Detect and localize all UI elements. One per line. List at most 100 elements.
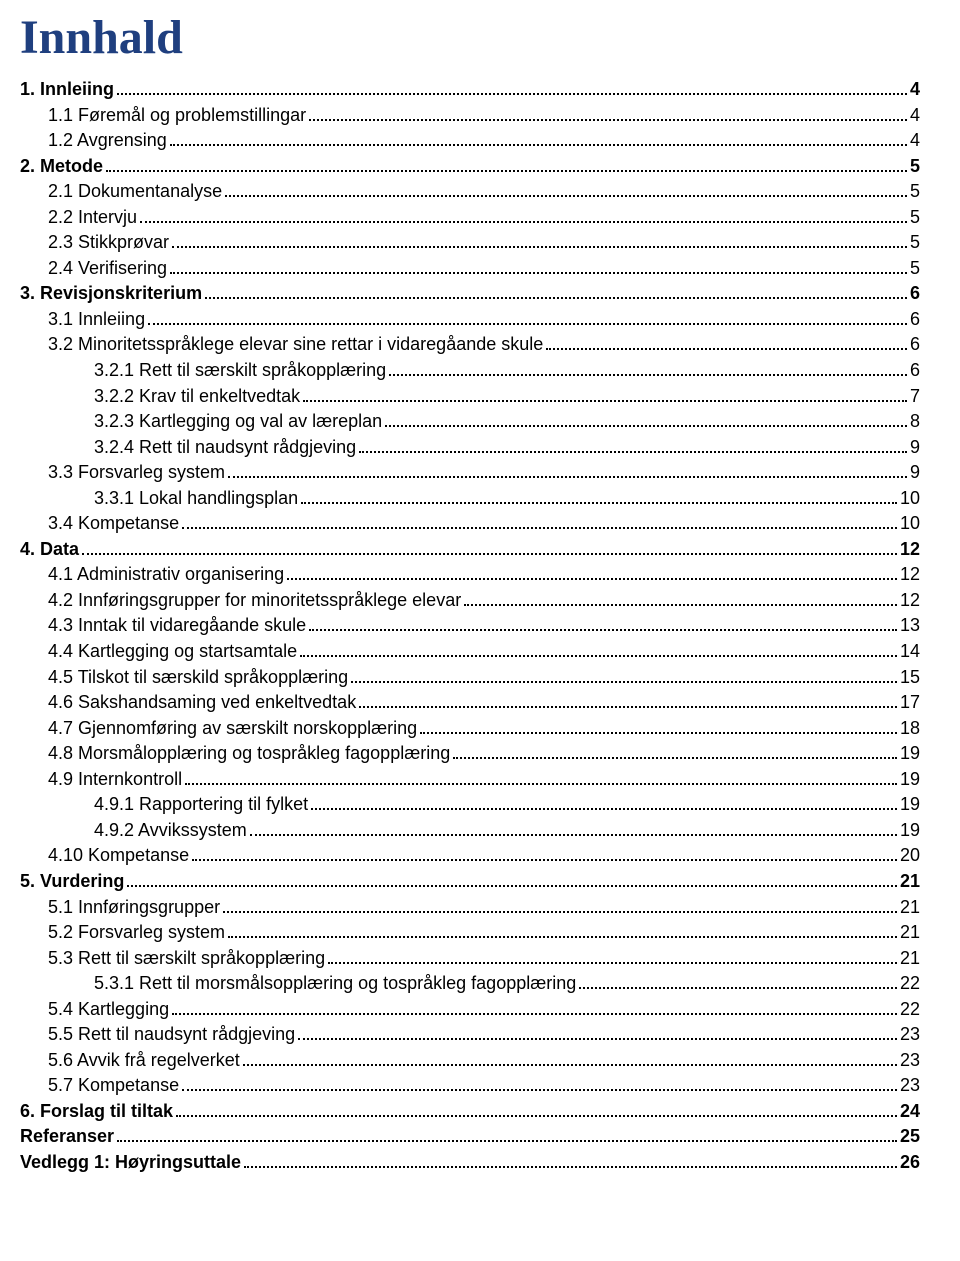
toc-entry: 5.2 Forsvarleg system 21	[20, 920, 920, 946]
toc-entry-label: 4.1 Administrativ organisering	[48, 562, 284, 588]
toc-entry-page: 25	[900, 1124, 920, 1150]
toc-entry: 4. Data 12	[20, 537, 920, 563]
toc-entry: 4.10 Kompetanse 20	[20, 843, 920, 869]
toc-entry-page: 18	[900, 716, 920, 742]
toc-leader-dots	[250, 834, 897, 836]
toc-entry-label: 3.2.2 Krav til enkeltvedtak	[94, 384, 300, 410]
toc-entry: 5.6 Avvik frå regelverket 23	[20, 1048, 920, 1074]
toc-leader-dots	[172, 1013, 897, 1015]
page-title: Innhald	[20, 10, 920, 65]
toc-entry-page: 13	[900, 613, 920, 639]
toc-entry-label: 4.5 Tilskot til særskild språkopplæring	[48, 665, 348, 691]
toc-entry: 2.4 Verifisering 5	[20, 256, 920, 282]
toc-entry: 3. Revisjonskriterium 6	[20, 281, 920, 307]
toc-entry-label: 2.4 Verifisering	[48, 256, 167, 282]
toc-entry-label: 1.2 Avgrensing	[48, 128, 167, 154]
toc-entry: 3.3.1 Lokal handlingsplan 10	[20, 486, 920, 512]
toc-entry-label: 5. Vurdering	[20, 869, 124, 895]
toc-entry-label: 4.7 Gjennomføring av særskilt norskopplæ…	[48, 716, 417, 742]
toc-leader-dots	[579, 987, 897, 989]
toc-entry-page: 21	[900, 920, 920, 946]
toc-entry: 3.2.1 Rett til særskilt språkopplæring 6	[20, 358, 920, 384]
toc-entry-page: 19	[900, 792, 920, 818]
toc-leader-dots	[106, 170, 907, 172]
toc-entry-page: 4	[910, 128, 920, 154]
toc-leader-dots	[223, 911, 897, 913]
toc-entry-page: 6	[910, 332, 920, 358]
toc-entry-label: 5.7 Kompetanse	[48, 1073, 179, 1099]
toc-leader-dots	[225, 195, 907, 197]
toc-entry-page: 24	[900, 1099, 920, 1125]
toc-entry: 4.9 Internkontroll 19	[20, 767, 920, 793]
toc-entry: 3.2.3 Kartlegging og val av læreplan 8	[20, 409, 920, 435]
toc-entry-page: 5	[910, 256, 920, 282]
toc-leader-dots	[182, 1089, 897, 1091]
toc-leader-dots	[228, 936, 897, 938]
toc-entry-label: 2.3 Stikkprøvar	[48, 230, 169, 256]
toc-entry-page: 6	[910, 307, 920, 333]
toc-leader-dots	[117, 1140, 897, 1142]
toc-entry-page: 21	[900, 946, 920, 972]
toc-entry-page: 23	[900, 1022, 920, 1048]
toc-entry-label: 3.2.3 Kartlegging og val av læreplan	[94, 409, 382, 435]
toc-entry: 3.3 Forsvarleg system 9	[20, 460, 920, 486]
toc-entry-label: Referanser	[20, 1124, 114, 1150]
toc-leader-dots	[301, 502, 897, 504]
toc-entry-label: 3.2 Minoritetsspråklege elevar sine rett…	[48, 332, 543, 358]
toc-entry: 5.5 Rett til naudsynt rådgjeving 23	[20, 1022, 920, 1048]
toc-entry-label: 4. Data	[20, 537, 79, 563]
toc-leader-dots	[359, 451, 907, 453]
toc-entry-page: 14	[900, 639, 920, 665]
toc-leader-dots	[385, 425, 907, 427]
toc-entry-label: 5.1 Innføringsgrupper	[48, 895, 220, 921]
toc-leader-dots	[170, 144, 907, 146]
toc-entry-page: 6	[910, 358, 920, 384]
toc-entry: 5.3 Rett til særskilt språkopplæring 21	[20, 946, 920, 972]
toc-entry-page: 26	[900, 1150, 920, 1176]
toc-entry-label: 5.6 Avvik frå regelverket	[48, 1048, 240, 1074]
toc-leader-dots	[546, 348, 907, 350]
toc-leader-dots	[244, 1166, 897, 1168]
toc-entry-label: 5.5 Rett til naudsynt rådgjeving	[48, 1022, 295, 1048]
toc-leader-dots	[303, 400, 907, 402]
toc-entry-page: 12	[900, 537, 920, 563]
toc-leader-dots	[205, 297, 907, 299]
toc-entry-label: 4.2 Innføringsgrupper for minoritetssprå…	[48, 588, 461, 614]
toc-entry-label: 4.9.2 Avvikssystem	[94, 818, 247, 844]
toc-leader-dots	[309, 629, 897, 631]
toc-entry: 4.7 Gjennomføring av særskilt norskopplæ…	[20, 716, 920, 742]
toc-entry-page: 12	[900, 588, 920, 614]
toc-leader-dots	[311, 808, 897, 810]
toc-entry: Vedlegg 1: Høyringsuttale 26	[20, 1150, 920, 1176]
toc-entry-page: 15	[900, 665, 920, 691]
toc-leader-dots	[228, 476, 907, 478]
toc-entry: 3.2.4 Rett til naudsynt rådgjeving 9	[20, 435, 920, 461]
toc-entry-label: 3.2.4 Rett til naudsynt rådgjeving	[94, 435, 356, 461]
toc-leader-dots	[117, 93, 907, 95]
toc-entry: 3.4 Kompetanse 10	[20, 511, 920, 537]
toc-entry: 1. Innleiing 4	[20, 77, 920, 103]
toc-entry: 3.1 Innleiing 6	[20, 307, 920, 333]
toc-entry: 4.3 Inntak til vidaregåande skule 13	[20, 613, 920, 639]
toc-entry: 4.9.1 Rapportering til fylket 19	[20, 792, 920, 818]
toc-entry-page: 23	[900, 1073, 920, 1099]
toc-leader-dots	[140, 221, 907, 223]
toc-entry-label: 2.2 Intervju	[48, 205, 137, 231]
toc-entry-page: 9	[910, 435, 920, 461]
toc-leader-dots	[453, 757, 897, 759]
toc-leader-dots	[148, 323, 907, 325]
toc-leader-dots	[172, 246, 907, 248]
toc-leader-dots	[170, 272, 907, 274]
toc-entry-page: 10	[900, 486, 920, 512]
toc-entry: 2. Metode 5	[20, 154, 920, 180]
table-of-contents: 1. Innleiing 41.1 Føremål og problemstil…	[20, 77, 920, 1176]
toc-entry: 2.2 Intervju 5	[20, 205, 920, 231]
toc-entry: 3.2.2 Krav til enkeltvedtak 7	[20, 384, 920, 410]
toc-entry-page: 7	[910, 384, 920, 410]
toc-entry-page: 5	[910, 205, 920, 231]
toc-entry-label: 2.1 Dokumentanalyse	[48, 179, 222, 205]
toc-entry: 5.3.1 Rett til morsmålsopplæring og tosp…	[20, 971, 920, 997]
toc-entry-label: 2. Metode	[20, 154, 103, 180]
toc-entry-label: 4.9.1 Rapportering til fylket	[94, 792, 308, 818]
toc-entry: 6. Forslag til tiltak 24	[20, 1099, 920, 1125]
